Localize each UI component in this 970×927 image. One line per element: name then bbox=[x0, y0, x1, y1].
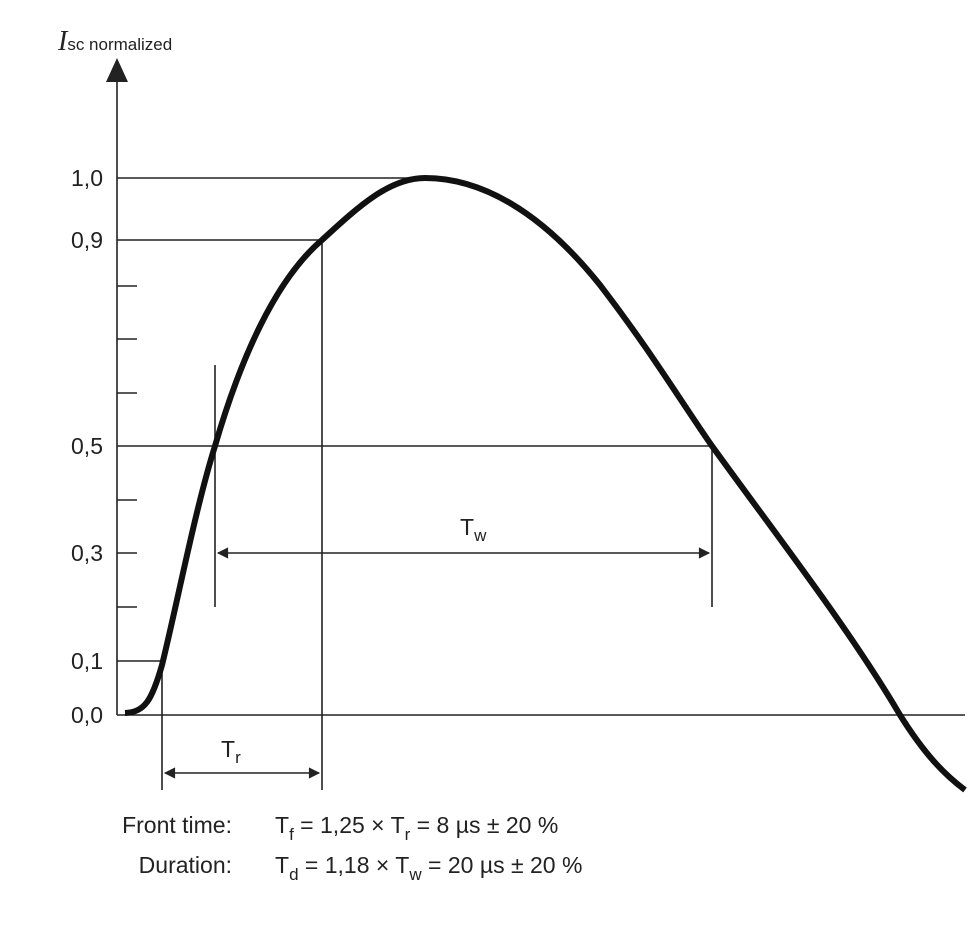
formula-text: T bbox=[275, 812, 289, 838]
formula-text: = 1,18 × T bbox=[299, 852, 410, 878]
waveform bbox=[124, 174, 967, 793]
formula-text: T bbox=[275, 852, 289, 878]
axis-subscript: sc normalized bbox=[67, 35, 172, 54]
axis-label: Isc normalized bbox=[57, 26, 172, 57]
y-label: 0,3 bbox=[71, 540, 103, 566]
formula: Td = 1,18 × Tw = 20 µs ± 20 % bbox=[275, 852, 582, 884]
formula-text: = 1,25 × T bbox=[294, 812, 405, 838]
y-label: 0,5 bbox=[71, 433, 103, 459]
y-label: 0,0 bbox=[71, 702, 103, 728]
interval-label: Tw bbox=[460, 514, 487, 545]
axis-arrow bbox=[106, 58, 128, 82]
formula-subscript: r bbox=[405, 825, 411, 844]
formula-subscript: f bbox=[289, 825, 294, 844]
formula: Tf = 1,25 × Tr = 8 µs ± 20 % bbox=[275, 812, 558, 844]
formula-label: Duration: bbox=[139, 852, 232, 878]
interval-label: Tr bbox=[221, 736, 241, 767]
y-label: 0,1 bbox=[71, 648, 103, 674]
interval-subscript: r bbox=[235, 748, 241, 767]
y-ticks bbox=[117, 285, 137, 608]
y-label: 0,9 bbox=[71, 227, 103, 253]
interval-symbol: T bbox=[221, 736, 235, 762]
axis-symbol: I bbox=[57, 26, 69, 57]
interval-subscript: w bbox=[473, 526, 487, 545]
formula-text: = 8 µs ± 20 % bbox=[410, 812, 558, 838]
formula-label: Front time: bbox=[122, 812, 232, 838]
formula-text: = 20 µs ± 20 % bbox=[422, 852, 583, 878]
y-label: 1,0 bbox=[71, 165, 103, 191]
formula-subscript: d bbox=[289, 865, 298, 884]
formula-subscript: w bbox=[408, 865, 422, 884]
interval-symbol: T bbox=[460, 514, 474, 540]
reference-lines bbox=[117, 177, 965, 790]
